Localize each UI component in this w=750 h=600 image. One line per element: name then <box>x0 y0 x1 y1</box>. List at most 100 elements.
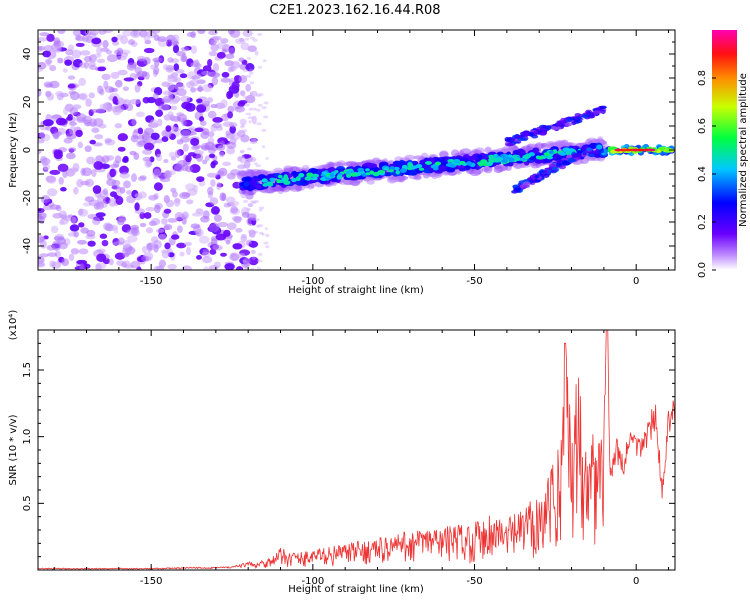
heatmap-cell <box>226 222 237 231</box>
heatmap-cell <box>122 155 129 162</box>
heatmap-cell <box>141 256 150 262</box>
heatmap-cell <box>210 179 216 187</box>
heatmap-cell <box>194 127 204 133</box>
heatmap-cell <box>216 170 225 176</box>
heatmap-cell <box>149 156 155 163</box>
heatmap-cell <box>561 161 570 166</box>
heatmap-cell <box>219 140 226 145</box>
heatmap-cell <box>109 164 120 169</box>
colorbar-tick-label: 0.2 <box>697 214 708 230</box>
heatmap-cell <box>370 163 378 168</box>
heatmap-cell <box>55 117 67 126</box>
heatmap-cell <box>521 132 530 137</box>
heatmap-cell <box>86 229 96 237</box>
heatmap-cell <box>167 263 177 270</box>
heatmap-cell <box>418 167 425 171</box>
heatmap-cell <box>39 32 50 37</box>
heatmap-cell <box>146 160 152 167</box>
heatmap-cell <box>111 87 119 93</box>
heatmap-cell <box>217 41 227 50</box>
heatmap-cell <box>615 148 622 152</box>
heatmap-cell <box>555 162 562 167</box>
heatmap-cell <box>46 244 56 251</box>
heatmap-cell <box>84 196 95 203</box>
heatmap-cell <box>190 137 200 146</box>
heatmap-cell <box>449 164 457 168</box>
spectrogram-ticks: -150 -100 -50 0 -40 -20 0 20 40 <box>22 29 675 287</box>
heatmap-cell <box>245 94 256 104</box>
heatmap-cell <box>59 219 65 226</box>
heatmap-cell <box>201 70 211 76</box>
heatmap-cell <box>241 235 246 239</box>
heatmap-cell <box>157 36 167 42</box>
heatmap-cell <box>53 236 65 241</box>
heatmap-cell <box>202 256 213 264</box>
heatmap-cell <box>642 148 648 152</box>
heatmap-cell <box>63 215 72 222</box>
heatmap-cell <box>256 225 260 228</box>
heatmap-cell <box>95 201 105 210</box>
heatmap-cell <box>117 69 128 76</box>
heatmap-cell <box>136 55 146 62</box>
heatmap-cell <box>213 214 222 222</box>
heatmap-cell <box>264 234 270 237</box>
heatmap-cell <box>143 36 151 42</box>
heatmap-cell <box>248 68 254 72</box>
heatmap-cell <box>58 242 68 250</box>
heatmap-cell <box>76 113 87 122</box>
heatmap-cell <box>537 156 545 160</box>
heatmap-cell <box>246 56 251 60</box>
heatmap-cell <box>239 150 245 154</box>
heatmap-cell <box>249 90 258 97</box>
heatmap-cell <box>637 148 644 152</box>
heatmap-cell <box>245 112 252 116</box>
heatmap-cell <box>304 176 312 181</box>
heatmap-cell <box>261 128 267 132</box>
heatmap-cell <box>265 245 270 249</box>
heatmap-cell <box>62 68 68 73</box>
heatmap-cell <box>161 250 170 259</box>
heatmap-cell <box>581 114 589 119</box>
heatmap-cell <box>477 161 483 166</box>
heatmap-cell <box>102 30 114 34</box>
heatmap-cell <box>242 30 253 37</box>
spectrogram-heatmap <box>38 30 675 270</box>
heatmap-cell <box>245 63 255 72</box>
heatmap-cell <box>208 223 220 233</box>
heatmap-cell <box>210 161 216 169</box>
heatmap-cell <box>242 199 249 203</box>
heatmap-cell <box>176 88 187 97</box>
heatmap-cell <box>123 180 131 189</box>
heatmap-cell <box>473 169 480 174</box>
heatmap-cell <box>219 151 225 158</box>
heatmap-cell <box>176 112 184 117</box>
heatmap-cell <box>118 215 126 222</box>
heatmap-cell <box>597 148 604 154</box>
heatmap-cell <box>122 252 130 258</box>
heatmap-cell <box>207 110 217 119</box>
heatmap-cell <box>173 63 180 72</box>
heatmap-cell <box>251 115 257 125</box>
heatmap-cell <box>586 147 593 152</box>
heatmap-cell <box>210 238 218 247</box>
heatmap-cell <box>365 168 370 172</box>
heatmap-cell <box>60 187 67 192</box>
heatmap-cell <box>101 73 111 81</box>
heatmap-cell <box>244 176 252 182</box>
heatmap-cell <box>565 117 573 122</box>
snr-series-line <box>38 330 675 570</box>
heatmap-cell <box>261 106 267 110</box>
heatmap-cell <box>295 180 301 186</box>
heatmap-cell <box>92 185 102 194</box>
heatmap-cell <box>106 54 118 63</box>
heatmap-cell <box>250 267 254 270</box>
y-tick-label: 0.5 <box>22 495 33 511</box>
heatmap-cell <box>240 124 245 127</box>
heatmap-cell <box>181 101 192 110</box>
heatmap-cell <box>207 131 215 138</box>
heatmap-cell <box>73 186 79 195</box>
heatmap-cell <box>145 227 154 234</box>
heatmap-cell <box>227 30 235 35</box>
y-tick-label: -40 <box>22 238 33 254</box>
heatmap-cell <box>143 47 155 54</box>
